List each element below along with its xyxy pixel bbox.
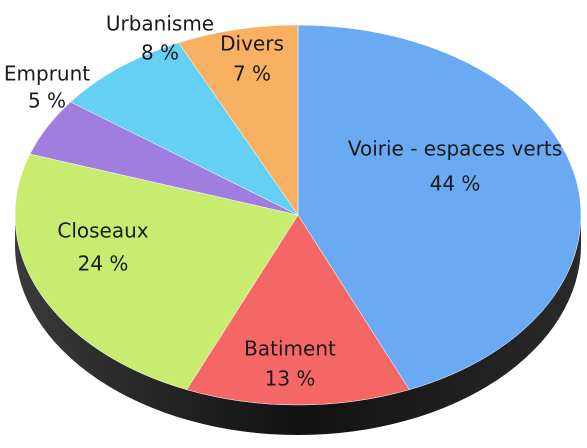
pie-slice (70, 42, 299, 216)
slice-value: 5 % (28, 89, 66, 113)
slice-label: Closeaux (57, 219, 148, 243)
slice-value: 13 % (265, 367, 316, 391)
slice-label: Batiment (244, 337, 336, 361)
pie-slice (178, 24, 299, 216)
slice-label: Urbanisme (106, 12, 214, 36)
pie-slice (297, 24, 582, 390)
slice-value: 44 % (430, 172, 481, 196)
slice-label: Emprunt (4, 62, 90, 86)
slice-label: Divers (220, 32, 284, 56)
slice-value: 24 % (78, 252, 129, 276)
pie-side (15, 215, 581, 435)
pie-slice (14, 153, 299, 390)
pie-slice (186, 214, 410, 406)
slice-value: 7 % (233, 62, 271, 86)
slice-label: Voirie - espaces verts (348, 137, 562, 161)
slice-value: 8 % (141, 41, 179, 65)
